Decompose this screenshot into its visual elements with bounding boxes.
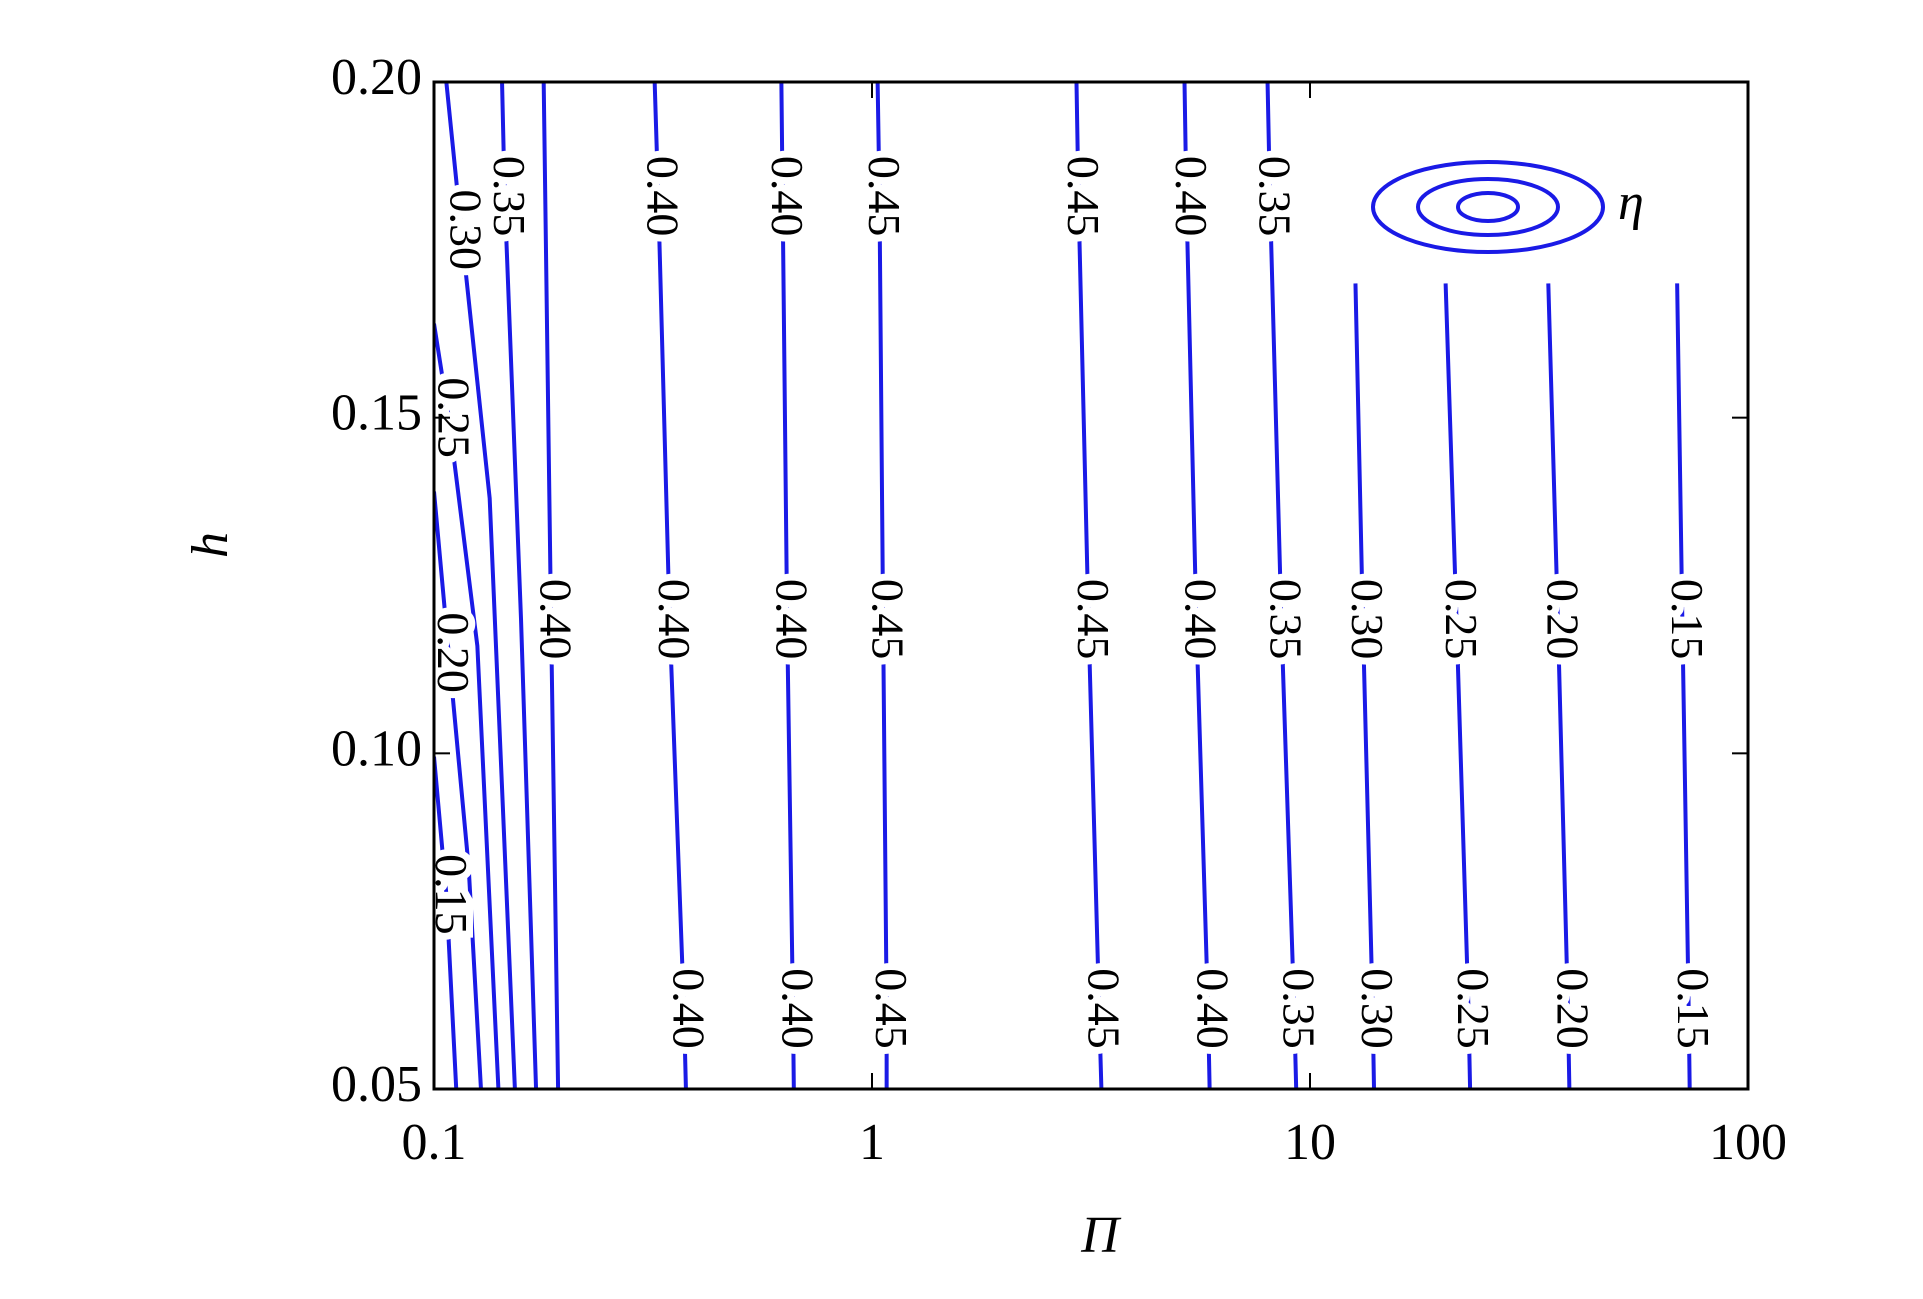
contour-label: 0.25 bbox=[428, 377, 479, 458]
contour-label: 0.20 bbox=[1547, 968, 1598, 1048]
contour-label: 0.40 bbox=[767, 579, 818, 660]
contour-label: 0.40 bbox=[649, 579, 700, 660]
contour-line bbox=[652, 82, 688, 1089]
contour-line bbox=[1443, 283, 1473, 1089]
x-tick-label: 10 bbox=[1284, 1114, 1336, 1171]
x-tick-label: 1 bbox=[859, 1114, 885, 1171]
contour-line bbox=[434, 756, 459, 1089]
contour-label: 0.45 bbox=[859, 156, 910, 237]
contour-label: 0.20 bbox=[1537, 579, 1588, 660]
contour-line bbox=[779, 82, 796, 1089]
x-tick-label: 0.1 bbox=[402, 1114, 467, 1171]
contour-label: 0.30 bbox=[1342, 579, 1393, 660]
contour-label: 0.35 bbox=[1249, 156, 1300, 237]
contour-label: 0.35 bbox=[1274, 968, 1325, 1048]
y-tick-label: 0.10 bbox=[331, 720, 422, 777]
contour-label: 0.40 bbox=[762, 156, 813, 237]
contour-label: 0.45 bbox=[1068, 579, 1119, 660]
contour-label: 0.40 bbox=[1187, 968, 1238, 1048]
x-axis-label: Π bbox=[1080, 1207, 1122, 1264]
y-tick-label: 0.15 bbox=[331, 385, 422, 442]
contour-line bbox=[1546, 283, 1572, 1089]
contours bbox=[434, 82, 1692, 1089]
contour-label: 0.25 bbox=[1448, 968, 1499, 1048]
contour-line bbox=[1353, 283, 1376, 1089]
plot-frame bbox=[432, 80, 1750, 1091]
contour-line bbox=[541, 82, 561, 1089]
contour-line bbox=[1182, 82, 1212, 1089]
contour-line bbox=[1265, 82, 1299, 1089]
y-axis-label: h bbox=[182, 532, 239, 558]
legend-icon bbox=[1371, 160, 1605, 254]
contour-line bbox=[434, 491, 483, 1089]
contour-label: 0.40 bbox=[1176, 579, 1227, 660]
legend-label: η bbox=[1618, 174, 1644, 231]
contour-label: 0.30 bbox=[441, 189, 492, 270]
y-tick-label: 0.05 bbox=[331, 1056, 422, 1113]
contour-label: 0.25 bbox=[1436, 579, 1487, 660]
contour-label: 0.15 bbox=[1662, 579, 1713, 660]
contour-label: 0.40 bbox=[530, 579, 581, 660]
legend-icon bbox=[1456, 191, 1520, 223]
contour-label: 0.40 bbox=[1166, 156, 1217, 237]
contour-label: 0.40 bbox=[638, 156, 689, 237]
contour-label: 0.40 bbox=[772, 968, 823, 1048]
contour-labels: 0.150.200.250.300.350.400.400.400.400.40… bbox=[419, 149, 1726, 1056]
contour-label: 0.45 bbox=[863, 579, 914, 660]
x-tick-label: 100 bbox=[1709, 1114, 1787, 1171]
legend-icon bbox=[1416, 177, 1560, 237]
contour-label: 0.45 bbox=[866, 968, 917, 1048]
contour-label: 0.45 bbox=[1079, 968, 1130, 1048]
y-tick-label: 0.20 bbox=[331, 49, 422, 106]
contour-label: 0.15 bbox=[1668, 968, 1719, 1048]
contour-line bbox=[875, 82, 889, 1089]
contour-line bbox=[1074, 82, 1104, 1089]
contour-label: 0.20 bbox=[428, 612, 479, 693]
contour-label: 0.45 bbox=[1058, 156, 1109, 237]
contour-label: 0.30 bbox=[1352, 968, 1403, 1048]
contour-label: 0.35 bbox=[484, 156, 535, 237]
contour-line bbox=[1675, 283, 1692, 1089]
contour-label: 0.35 bbox=[1261, 579, 1312, 660]
contour-line bbox=[500, 82, 539, 1089]
contour-label: 0.40 bbox=[663, 968, 714, 1048]
contour-line bbox=[434, 323, 501, 1089]
contour-line bbox=[444, 82, 517, 1089]
